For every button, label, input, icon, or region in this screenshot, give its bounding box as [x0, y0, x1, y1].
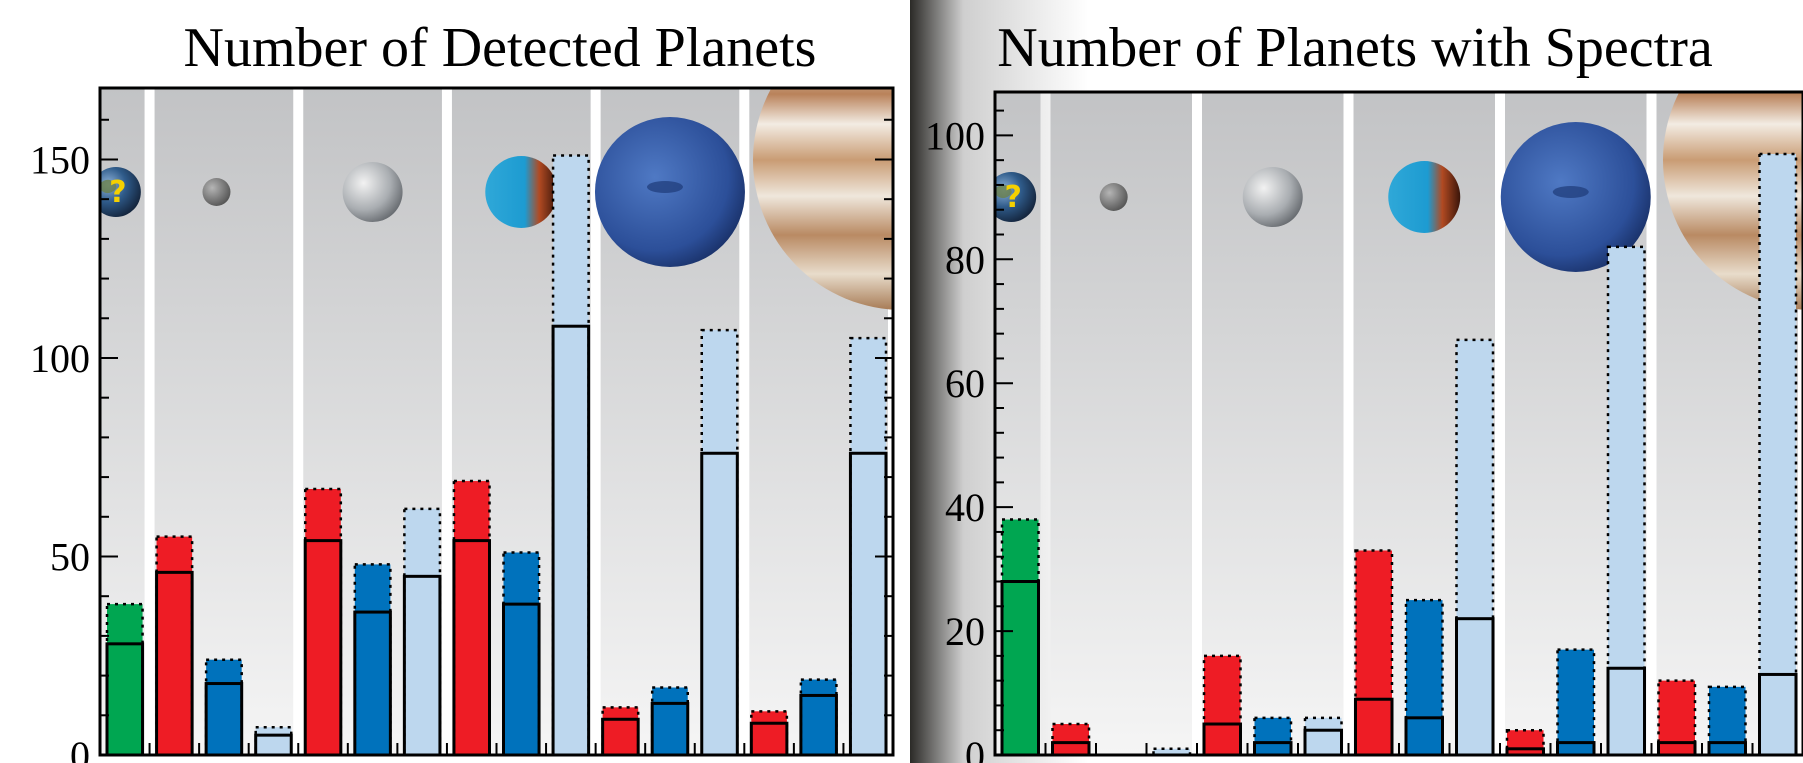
bar: [404, 508, 440, 755]
bar-total-outline: [1758, 152, 1798, 757]
bar-total-outline: [1354, 549, 1394, 757]
bar: [255, 727, 292, 755]
bar: [1709, 686, 1746, 755]
bar: [107, 604, 143, 755]
neptune-icon: [1500, 122, 1651, 272]
y-tick-label: 40: [945, 485, 985, 530]
bar: [354, 564, 391, 755]
rocky-planet-small-icon: [1099, 183, 1128, 211]
bar-total-outline: [1455, 338, 1495, 757]
svg-text:?: ?: [1004, 180, 1021, 215]
bar-total-outline: [1505, 728, 1545, 757]
y-tick-label: 100: [30, 336, 90, 381]
water-world-icon: [485, 156, 558, 228]
plot-left: ? 0 50 100 150: [30, 86, 895, 763]
bar: [1153, 748, 1190, 755]
y-tick-label: 80: [945, 237, 985, 282]
y-tick-label: 60: [945, 361, 985, 406]
plot-frame: [993, 90, 1803, 757]
chart-title-right: Number of Planets with Spectra: [997, 17, 1713, 79]
bar: [1355, 550, 1392, 755]
super-earth-icon: [342, 162, 403, 222]
bar: [1507, 730, 1544, 755]
bar: [503, 552, 540, 755]
plot-right: ? 0 20 40 60 80 100: [925, 90, 1803, 763]
bar: [1406, 600, 1443, 755]
earth-question-icon: ?: [995, 172, 1037, 222]
bar: [1456, 339, 1493, 755]
bar: [1557, 649, 1594, 755]
bar: [800, 679, 837, 755]
bar: [1204, 655, 1241, 755]
bar: [1002, 519, 1039, 755]
neptune-icon: [594, 117, 745, 267]
bar: [156, 536, 193, 755]
bar-total-outline: [700, 328, 739, 757]
bar: [602, 707, 639, 755]
y-tick-label: 100: [925, 113, 985, 158]
svg-text:?: ?: [109, 175, 126, 210]
y-tick-label: 0: [70, 733, 90, 763]
rocky-planet-small-icon: [202, 178, 231, 206]
bar-total-outline: [1152, 747, 1192, 757]
jupiter-icon: [753, 88, 893, 310]
bar: [1759, 153, 1796, 755]
bar: [1254, 717, 1291, 755]
bar: [305, 488, 341, 755]
bar: [751, 711, 787, 755]
bar-total-outline: [204, 658, 243, 757]
bar: [1052, 724, 1089, 755]
chart-title-left: Number of Detected Planets: [184, 17, 817, 79]
bar: [652, 687, 688, 755]
y-tick-label: 150: [30, 137, 90, 182]
water-world-icon: [1388, 161, 1461, 233]
bar-total-outline: [1051, 722, 1091, 757]
bar-total-outline: [601, 706, 640, 757]
bar: [1305, 717, 1342, 755]
bar: [553, 155, 589, 756]
bar: [1608, 246, 1645, 755]
bar: [206, 659, 242, 755]
bar: [701, 330, 738, 755]
y-tick-label: 0: [965, 733, 985, 763]
plot-frame: [98, 86, 895, 757]
y-tick-label: 50: [50, 534, 90, 579]
bar: [453, 481, 490, 755]
y-tick-label: 20: [945, 609, 985, 654]
super-earth-icon: [1242, 167, 1303, 227]
bar-total-outline: [1253, 716, 1293, 757]
earth-question-icon: ?: [100, 167, 141, 217]
bar: [850, 338, 886, 755]
